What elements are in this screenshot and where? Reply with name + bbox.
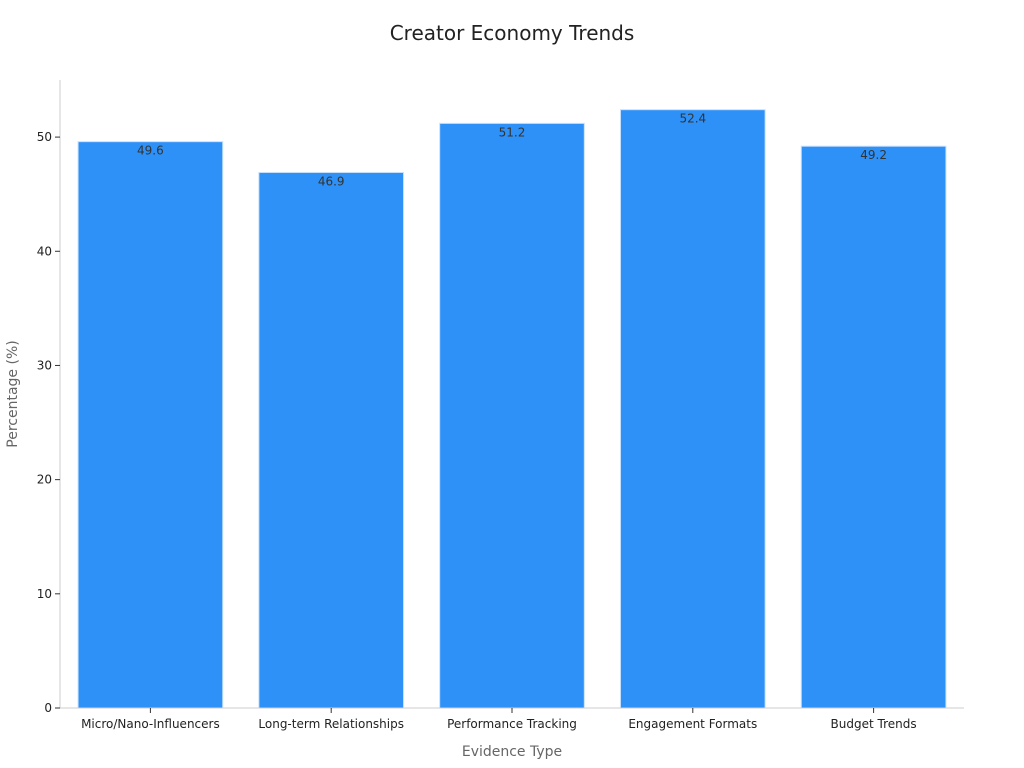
- chart-title: Creator Economy Trends: [390, 21, 635, 45]
- x-axis-title: Evidence Type: [462, 744, 562, 760]
- bar: [800, 145, 947, 709]
- x-tick-label: Performance Tracking: [447, 717, 577, 731]
- data-labels-group: 49.6 46.9 51.2 52.4 49.2: [137, 112, 887, 189]
- x-tick-label: Engagement Formats: [628, 717, 757, 731]
- x-tick-label: Micro/Nano-Influencers: [81, 717, 220, 731]
- y-tick-label: 30: [37, 358, 52, 372]
- y-ticks-group: 0 10 20 30 40 50: [37, 130, 60, 715]
- x-ticks-group: Micro/Nano-Influencers Long-term Relation…: [81, 708, 917, 731]
- data-label: 51.2: [499, 125, 526, 139]
- data-label: 52.4: [679, 112, 706, 126]
- y-tick-label: 50: [37, 130, 52, 144]
- y-tick-label: 20: [37, 473, 52, 487]
- y-axis-title: Percentage (%): [5, 340, 21, 447]
- x-tick-label: Budget Trends: [831, 717, 917, 731]
- bar: [619, 109, 766, 709]
- y-tick-label: 0: [44, 701, 52, 715]
- y-tick-label: 10: [37, 587, 52, 601]
- bars-group: [77, 109, 947, 709]
- data-label: 46.9: [318, 174, 345, 188]
- data-label: 49.6: [137, 144, 164, 158]
- bar: [258, 171, 405, 709]
- bar: [77, 141, 224, 709]
- y-tick-label: 40: [37, 244, 52, 258]
- data-label: 49.2: [860, 148, 887, 162]
- bar: [439, 122, 585, 709]
- x-tick-label: Long-term Relationships: [258, 717, 404, 731]
